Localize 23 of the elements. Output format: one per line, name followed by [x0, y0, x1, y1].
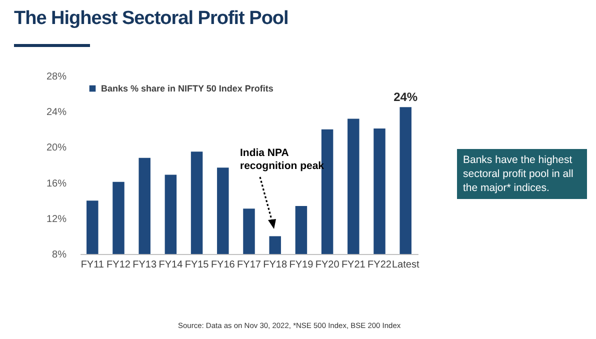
data-label: 24%	[394, 90, 418, 104]
y-tick-label: 20%	[46, 142, 67, 154]
y-tick-label: 24%	[46, 107, 67, 118]
x-tick-label: FY17	[237, 260, 262, 270]
chart-title: The Highest Sectoral Profit Pool	[14, 8, 288, 30]
y-tick-label: 12%	[46, 214, 67, 225]
x-tick-label: FY20	[315, 260, 340, 270]
x-tick-label: FY22	[368, 260, 392, 270]
y-tick-label: 16%	[46, 178, 67, 190]
x-tick-label: FY19	[289, 260, 314, 270]
x-tick-label: FY12	[106, 260, 131, 270]
x-tick-label: FY15	[184, 260, 210, 270]
x-tick-label: FY21	[341, 260, 366, 270]
legend-label: Banks % share in NIFTY 50 Index Profits	[101, 84, 274, 94]
y-tick-label: 8%	[52, 250, 67, 260]
x-tick-label: FY14	[158, 260, 184, 270]
x-tick-label: FY18	[263, 260, 288, 270]
y-tick-label: 28%	[46, 72, 67, 82]
x-tick-label: FY13	[132, 260, 157, 270]
x-tick-label: Latest	[392, 260, 420, 270]
text: Banks have the highest sectoral profit pool in all the major* indices.	[457, 149, 587, 199]
x-tick-label: FY16	[210, 260, 236, 270]
x-tick-label: FY11	[80, 260, 104, 270]
